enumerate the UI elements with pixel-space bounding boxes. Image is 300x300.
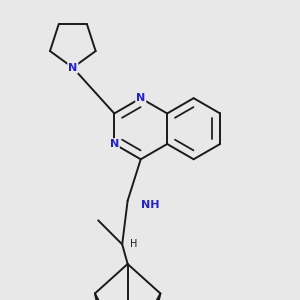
Text: N: N <box>68 63 77 73</box>
Text: N: N <box>136 93 146 103</box>
Text: N: N <box>110 139 119 149</box>
Text: H: H <box>130 239 137 249</box>
Text: NH: NH <box>141 200 159 210</box>
